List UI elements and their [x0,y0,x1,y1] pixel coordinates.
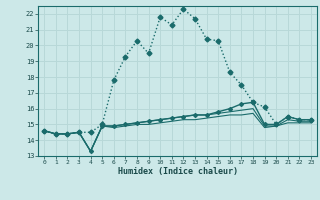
X-axis label: Humidex (Indice chaleur): Humidex (Indice chaleur) [118,167,238,176]
